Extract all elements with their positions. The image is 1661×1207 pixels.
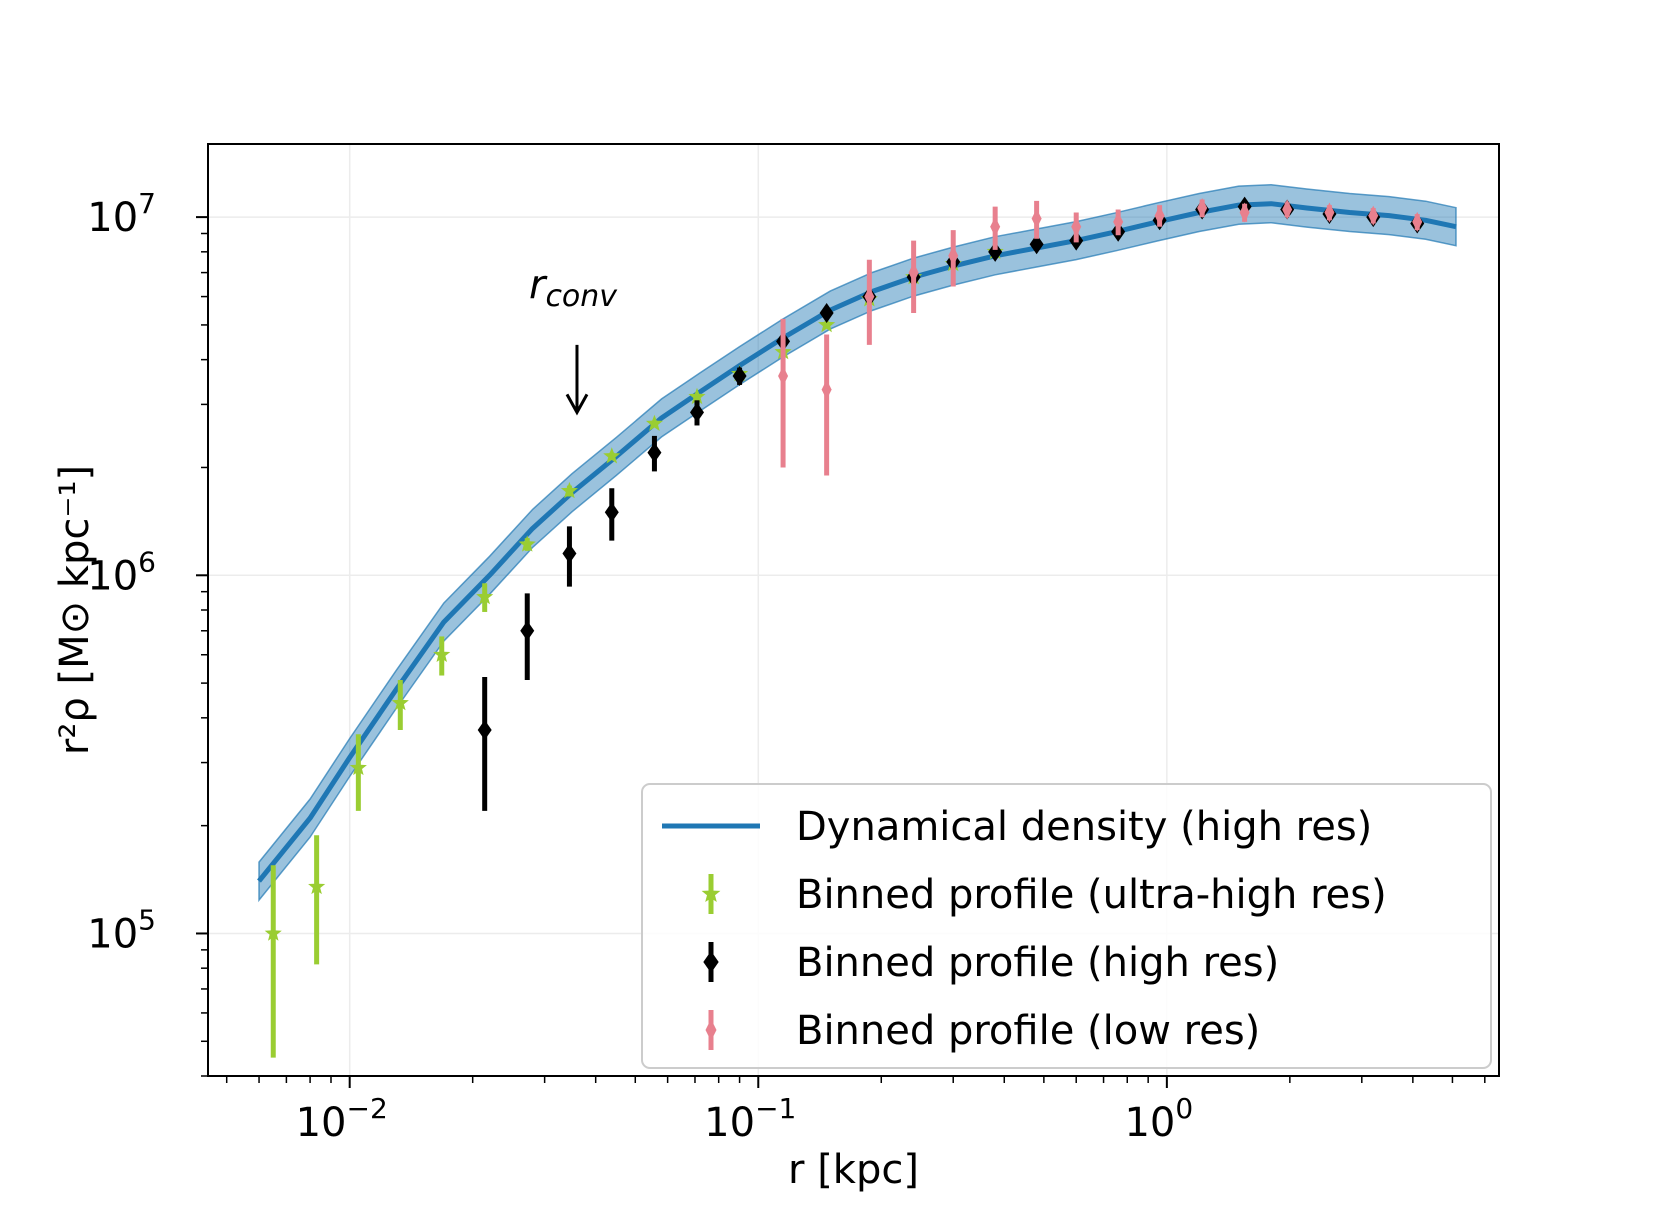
diamond-marker <box>520 620 535 641</box>
thin-diamond-marker <box>948 245 959 266</box>
thin-diamond-marker <box>1154 205 1165 226</box>
r-conv-annotation: rconv <box>529 262 618 416</box>
star-marker <box>560 481 578 499</box>
star-marker <box>349 758 367 776</box>
legend-label: Binned profile (ultra-high res) <box>796 872 1387 918</box>
legend: Dynamical density (high res) Binned profi… <box>641 783 1492 1069</box>
uncertainty-band <box>258 183 1457 903</box>
star-marker <box>603 447 621 464</box>
x-axis-label: r [kpc] <box>788 1147 919 1193</box>
star-marker <box>518 535 536 552</box>
thin-diamond-marker <box>1113 211 1124 232</box>
legend-entry: Binned profile (high res) <box>703 940 1279 986</box>
tick-labels: 10−2 10−1 100 105 106 107 <box>87 187 1193 1146</box>
diamond-marker <box>1029 234 1044 255</box>
thin-diamond-marker <box>1031 208 1042 229</box>
thin-diamond-marker <box>1324 202 1335 223</box>
annotation-label: rconv <box>529 262 618 314</box>
thin-diamond-marker <box>705 1019 717 1041</box>
star-marker <box>264 924 282 941</box>
star-marker <box>701 884 721 902</box>
series-1 <box>264 242 1004 1058</box>
series-line <box>257 201 1457 883</box>
star-marker <box>433 645 451 662</box>
y-axis-label: r²ρ [M⊙ kpc⁻¹] <box>52 465 98 755</box>
legend-entry: Dynamical density (high res) <box>662 804 1372 850</box>
thin-diamond-marker <box>821 379 832 400</box>
diamond-marker <box>732 366 747 387</box>
diamond-marker <box>703 951 719 973</box>
series-3 <box>778 198 1423 476</box>
diamond-marker <box>988 241 1003 262</box>
x-tick-label: 100 <box>1124 1092 1193 1146</box>
thin-diamond-marker <box>864 286 875 307</box>
thin-diamond-marker <box>1071 216 1082 237</box>
annotation-subscript: conv <box>545 279 618 314</box>
diamond-marker <box>604 502 619 523</box>
x-tick-label: 10−2 <box>296 1092 388 1146</box>
legend-entry: Binned profile (ultra-high res) <box>701 872 1387 918</box>
thin-diamond-marker <box>778 366 789 387</box>
annotation-main: r <box>529 262 548 308</box>
star-marker <box>818 315 836 333</box>
y-tick-label: 106 <box>87 545 156 599</box>
diamond-marker <box>477 719 492 740</box>
star-marker <box>391 694 409 711</box>
legend-entry: Binned profile (low res) <box>705 1008 1260 1054</box>
star-marker <box>688 387 706 405</box>
diamond-marker <box>562 543 577 564</box>
legend-box <box>641 783 1492 1069</box>
legend-label: Binned profile (high res) <box>796 940 1279 986</box>
x-tick-label: 10−1 <box>704 1092 796 1146</box>
star-marker <box>308 877 326 895</box>
diamond-marker <box>647 442 662 463</box>
y-tick-label: 105 <box>87 903 156 957</box>
annotation-arrow-head <box>565 393 589 416</box>
legend-label: Binned profile (low res) <box>796 1008 1260 1054</box>
thin-diamond-marker <box>1282 199 1293 220</box>
star-marker <box>476 588 494 605</box>
thin-diamond-marker <box>1197 198 1208 219</box>
series-0 <box>257 183 1457 903</box>
y-tick-label: 107 <box>87 187 156 241</box>
thin-diamond-marker <box>1412 211 1423 232</box>
thin-diamond-marker <box>990 216 1001 237</box>
star-marker <box>645 414 663 431</box>
thin-diamond-marker <box>908 262 919 283</box>
diamond-marker <box>819 302 834 323</box>
plot-area <box>257 183 1457 1058</box>
diamond-marker <box>690 402 705 423</box>
thin-diamond-marker <box>1239 202 1250 223</box>
axis-ticks <box>196 216 1486 1088</box>
thin-diamond-marker <box>1368 205 1379 226</box>
legend-label: Dynamical density (high res) <box>796 804 1372 850</box>
